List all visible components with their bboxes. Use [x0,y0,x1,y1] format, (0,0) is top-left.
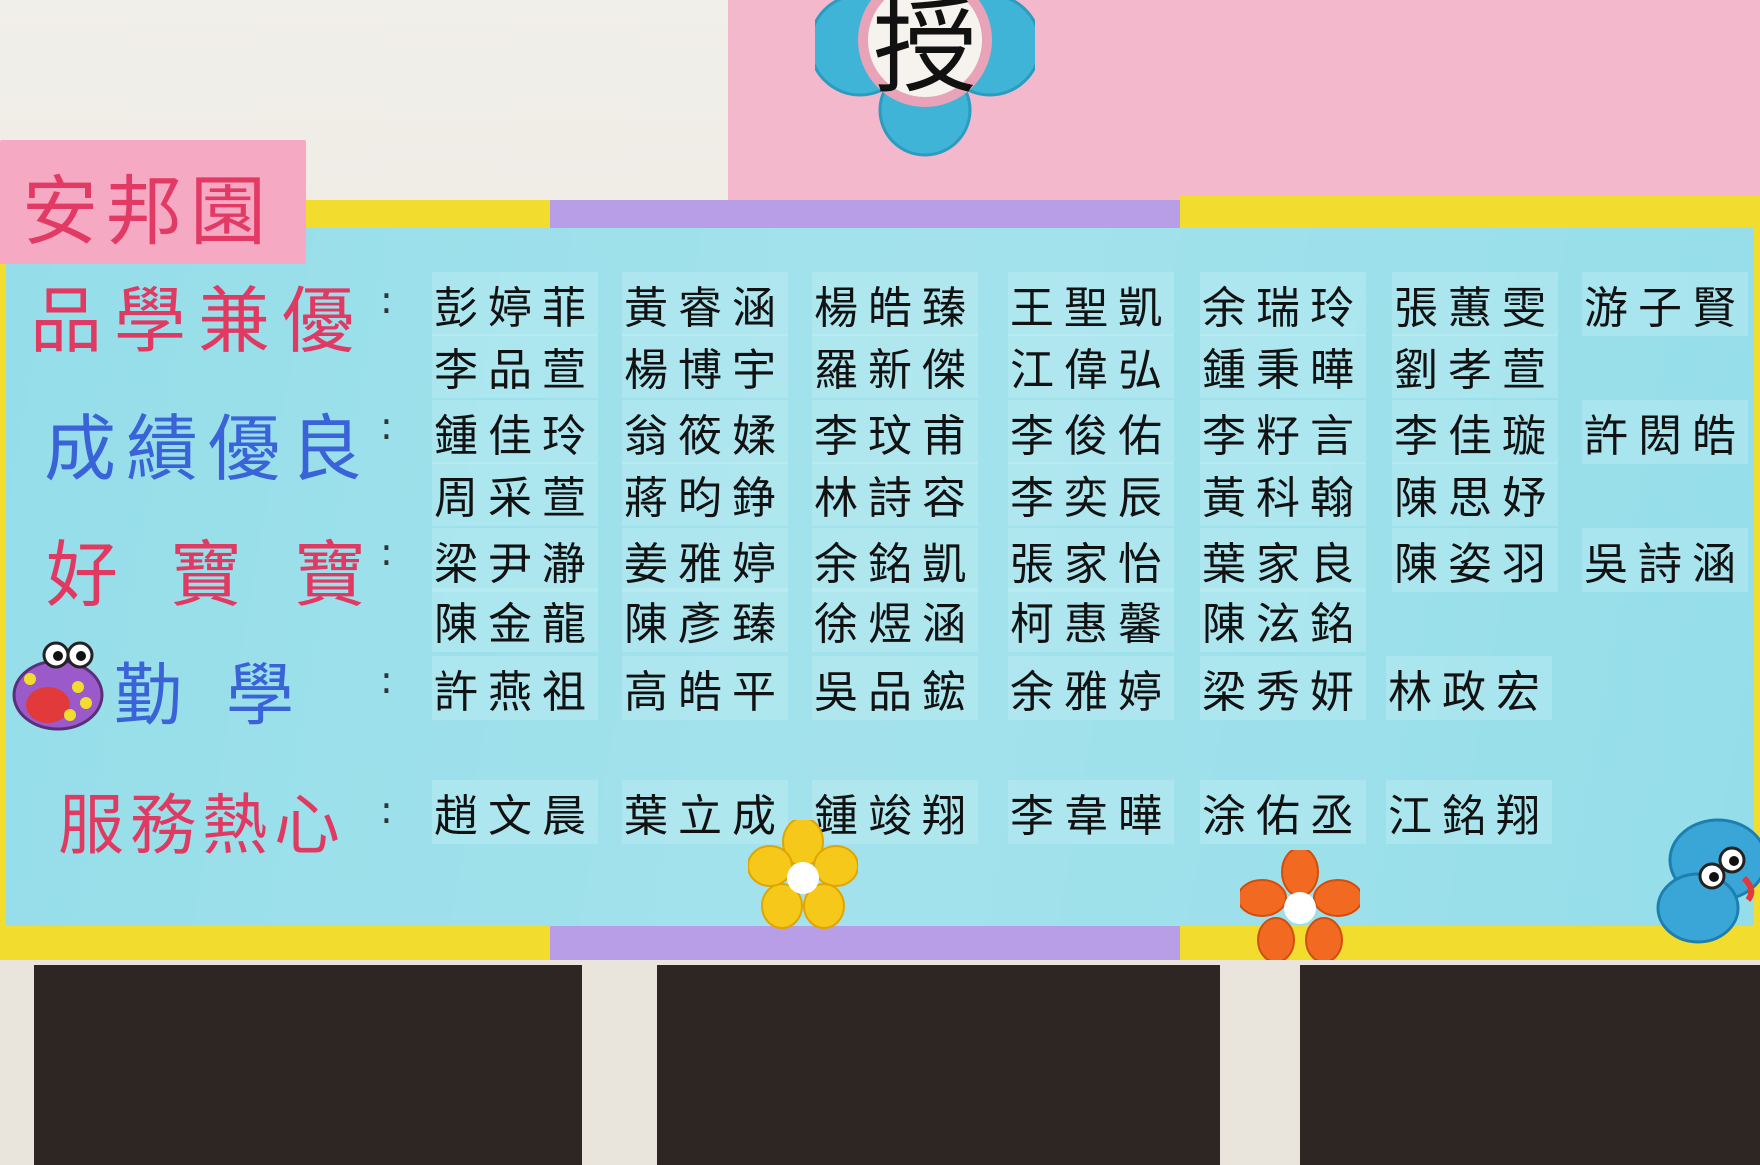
student-name: 葉立成 [622,780,788,844]
student-name: 高皓平 [622,656,788,720]
student-name: 趙文晨 [432,780,598,844]
student-name: 陳泫銘 [1200,588,1366,652]
student-name: 黃睿涵 [622,272,788,336]
student-name: 林政宏 [1386,656,1552,720]
separator-colon: : [380,530,393,574]
student-name: 許燕祖 [432,656,598,720]
student-name: 張蕙雯 [1392,272,1558,336]
student-name: 羅新傑 [812,334,978,398]
yellow-flower-icon [748,820,858,929]
student-name: 陳彥臻 [622,588,788,652]
student-name: 游子賢 [1582,272,1748,336]
student-name: 姜雅婷 [622,528,788,592]
dark-cabinet-middle [657,965,1220,1165]
student-name: 王聖凱 [1008,272,1174,336]
dark-cabinet-left [34,965,582,1165]
student-name: 劉孝萱 [1392,334,1558,398]
student-name: 李品萱 [432,334,598,398]
student-name: 余瑞玲 [1200,272,1366,336]
honor-board [6,228,1754,926]
student-name: 李玟甫 [812,400,978,464]
student-name: 梁秀妍 [1200,656,1366,720]
student-name: 李佳璇 [1392,400,1558,464]
student-name: 許閎皓 [1582,400,1748,464]
blue-flower-icon [815,0,1035,157]
student-name: 張家怡 [1008,528,1174,592]
student-name: 林詩容 [812,462,978,526]
category-label-good-grades: 成績優良 [44,407,373,491]
dark-cabinet-right [1300,965,1760,1165]
student-name: 余銘凱 [812,528,978,592]
student-name: 吳詩涵 [1582,528,1748,592]
student-name: 陳姿羽 [1392,528,1558,592]
student-name: 李俊佑 [1008,400,1174,464]
student-name: 余雅婷 [1008,656,1174,720]
student-name: 涂佑丞 [1200,780,1366,844]
separator-colon: : [380,278,393,322]
student-name: 李籽言 [1200,400,1366,464]
student-name: 鍾佳玲 [432,400,598,464]
student-name: 鍾竣翔 [812,780,978,844]
class-name-text: 安邦園 [22,167,274,256]
award-glyph: 授 [872,0,977,108]
student-name: 梁尹瀞 [432,528,598,592]
separator-colon: : [380,658,393,702]
orange-flower-icon [1240,850,1360,960]
student-name: 周采萱 [432,462,598,526]
student-name: 楊博宇 [622,334,788,398]
student-name: 蔣昀錚 [622,462,788,526]
student-name: 陳金龍 [432,588,598,652]
category-label-diligent: 勤學 [114,657,339,736]
student-name: 柯惠馨 [1008,588,1174,652]
butterfly-icon [1656,818,1760,944]
category-label-excellent: 品學兼優 [30,279,367,363]
separator-colon: : [380,788,393,832]
student-name: 陳思妤 [1392,462,1558,526]
student-name: 徐煜涵 [812,588,978,652]
student-name: 翁筱媃 [622,400,788,464]
student-name: 楊皓臻 [812,272,978,336]
board-sheen [6,228,1754,926]
category-label-service: 服務熱心 [58,787,346,864]
category-label-good-kid: 好寶寶 [46,533,419,617]
student-name: 江銘翔 [1386,780,1552,844]
class-name-tag: 安邦園 [0,140,306,264]
student-name: 黃科翰 [1200,462,1366,526]
student-name: 李奕辰 [1008,462,1174,526]
student-name: 鍾秉曄 [1200,334,1366,398]
student-name: 江偉弘 [1008,334,1174,398]
student-name: 李韋曄 [1008,780,1174,844]
student-name: 吳品鋐 [812,656,978,720]
student-name: 葉家良 [1200,528,1366,592]
student-name: 彭婷菲 [432,272,598,336]
ladybug-icon [12,641,104,731]
separator-colon: : [380,404,393,448]
